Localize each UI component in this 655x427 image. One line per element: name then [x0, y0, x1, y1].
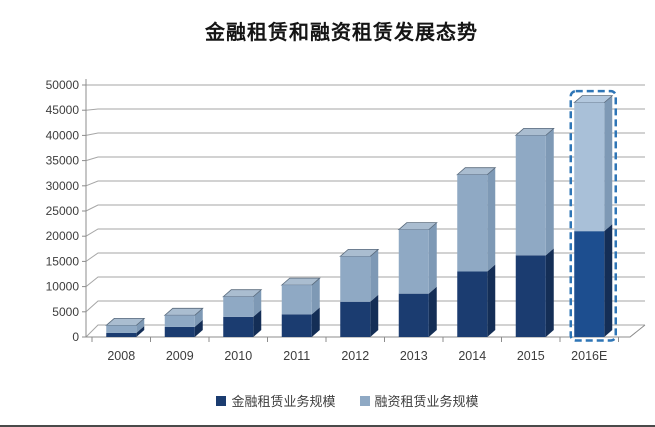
y-tick-label: 30000	[46, 179, 80, 193]
bar-segment-financial-leasing-2011	[281, 314, 312, 337]
gridline	[85, 204, 645, 212]
bar-segment-financial-leasing-2014	[457, 271, 488, 337]
y-tick-label: 0	[72, 330, 79, 344]
bar-side-light	[136, 318, 145, 333]
bar-segment-finance-leasing-2010	[223, 296, 254, 317]
bar-segment-finance-leasing-2016E	[574, 102, 605, 232]
bar-segment-finance-leasing-2015	[515, 135, 546, 256]
bar-side-dark	[545, 248, 554, 337]
x-tick-label: 2012	[341, 349, 369, 363]
y-tick-label: 25000	[46, 204, 80, 218]
bar-side-dark	[604, 224, 613, 337]
legend-item-financial-leasing: 金融租赁业务规模	[216, 391, 336, 410]
bar-side-light	[194, 308, 203, 327]
bar-segment-finance-leasing-2009	[164, 315, 195, 327]
bottom-edge-line	[0, 425, 655, 427]
bar-side-light	[311, 278, 320, 315]
bar-side-light	[253, 289, 262, 317]
bar-side-light	[487, 167, 496, 272]
bar-side-light	[604, 95, 613, 232]
bar-segment-finance-leasing-2013	[398, 229, 429, 294]
y-tick-label: 5000	[52, 305, 79, 319]
x-tick-label: 2008	[107, 349, 135, 363]
gridline	[85, 108, 645, 111]
bar-side-light	[370, 249, 379, 302]
bar-side-dark	[370, 294, 379, 337]
x-tick-label: 2011	[283, 349, 310, 363]
bar-segment-financial-leasing-2010	[223, 316, 254, 337]
bar-side-dark	[428, 286, 437, 337]
bar-segment-financial-leasing-2016E	[574, 231, 605, 337]
chart-svg: 0 5000 10000 15000 20000 25000 30000 35000 40000…	[46, 78, 646, 363]
bar-segment-finance-leasing-2011	[281, 285, 312, 315]
bar-segment-financial-leasing-2009	[164, 326, 195, 337]
legend-label-finance-leasing: 融资租赁业务规模	[374, 394, 479, 409]
legend-label-financial-leasing: 金融租赁业务规模	[231, 394, 336, 409]
x-tick-label: 2010	[224, 349, 252, 363]
chart-title: 金融租赁和融资租赁发展态势	[205, 22, 478, 44]
x-tick-label: 2016E	[571, 349, 607, 363]
bar-segment-financial-leasing-2012	[340, 301, 371, 337]
bar-side-dark	[311, 307, 320, 337]
bar-segment-finance-leasing-2014	[457, 174, 488, 272]
y-tick-label: 10000	[46, 280, 80, 294]
y-tick-label: 15000	[46, 254, 80, 268]
y-tick-label: 20000	[46, 229, 80, 243]
gridline	[85, 180, 645, 187]
gridline	[85, 132, 645, 136]
chart-legend: 金融租赁业务规模 融资租赁业务规模	[0, 391, 655, 410]
legend-swatch-financial-leasing	[216, 395, 227, 406]
x-tick-label: 2009	[166, 349, 194, 363]
bar-segment-financial-leasing-2013	[398, 293, 429, 337]
legend-swatch-finance-leasing	[359, 395, 370, 406]
gridline	[85, 228, 645, 237]
gridline	[85, 156, 645, 162]
bar-side-dark	[194, 319, 203, 337]
bar-segment-financial-leasing-2015	[515, 255, 546, 337]
x-tick-label: 2014	[458, 349, 486, 363]
bar-segment-financial-leasing-2008	[106, 332, 137, 337]
y-tick-label: 35000	[46, 154, 80, 168]
y-tick-label: 50000	[46, 78, 80, 92]
bar-side-light	[428, 222, 437, 294]
bar-side-dark	[253, 309, 262, 337]
forecast-dashed-outline	[569, 89, 617, 342]
bar-side-dark	[136, 325, 145, 337]
bar-segment-finance-leasing-2012	[340, 256, 371, 302]
bar-side-dark	[487, 264, 496, 337]
legend-item-finance-leasing: 融资租赁业务规模	[359, 391, 479, 410]
y-tick-label: 45000	[46, 103, 80, 117]
y-tick-label: 40000	[46, 128, 80, 142]
x-tick-label: 2013	[400, 349, 428, 363]
bar-segment-finance-leasing-2008	[106, 325, 137, 333]
x-tick-label: 2015	[517, 349, 545, 363]
bar-side-light	[545, 128, 554, 256]
